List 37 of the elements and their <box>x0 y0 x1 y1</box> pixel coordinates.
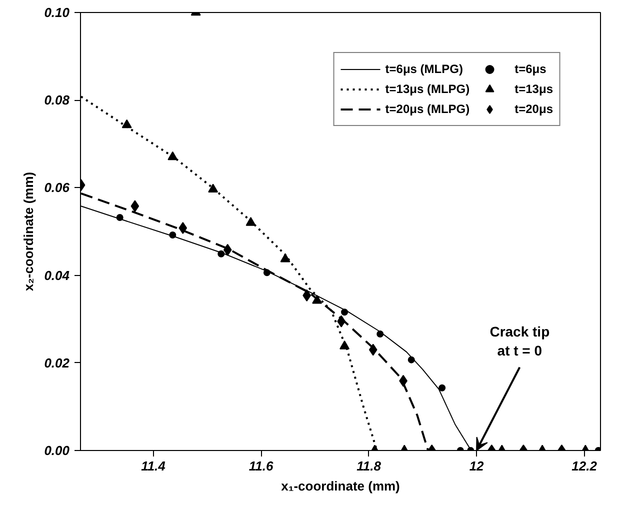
y-axis-title: x₂-coordinate (mm) <box>21 172 36 292</box>
point <box>312 295 322 304</box>
point <box>340 340 350 350</box>
y-tick-label: 0.10 <box>44 5 70 20</box>
point <box>169 232 176 238</box>
point <box>408 356 415 364</box>
point <box>178 222 188 234</box>
point <box>368 344 378 356</box>
x-tick-label: 11.8 <box>356 458 382 474</box>
point <box>130 200 140 212</box>
x-tick-label: 12 <box>469 458 485 474</box>
point <box>218 250 225 258</box>
x-tick-label: 11.4 <box>141 458 166 474</box>
point <box>341 308 348 316</box>
point <box>116 214 124 221</box>
point <box>263 269 270 276</box>
annotation: Crack tip at t = 0 <box>490 323 550 359</box>
x-tick-label: 12.2 <box>572 458 598 474</box>
x-axis-title: x₁-coordinate (mm) <box>281 478 400 494</box>
legend-label: t=6μs <box>514 61 546 77</box>
legend-label: t=13μs (MLPG) <box>385 81 470 97</box>
point <box>223 244 232 256</box>
y-tick-label: 0.02 <box>44 355 70 370</box>
point <box>438 384 446 392</box>
legend-label: t=20μs <box>514 101 553 117</box>
point <box>376 330 384 338</box>
point <box>280 253 290 262</box>
y-tick-label: 0.06 <box>44 180 70 196</box>
legend-label: t=13μs <box>514 81 553 97</box>
point <box>246 217 256 226</box>
x-tick-label: 11.6 <box>248 458 274 474</box>
point <box>208 184 218 193</box>
y-tick-label: 0.00 <box>44 443 70 458</box>
y-tick-label: 0.08 <box>44 92 70 108</box>
legend-label: t=20μs (MLPG) <box>385 101 470 117</box>
legend-label: t=6μs (MLPG) <box>385 61 463 77</box>
y-tick-label: 0.04 <box>44 268 70 283</box>
